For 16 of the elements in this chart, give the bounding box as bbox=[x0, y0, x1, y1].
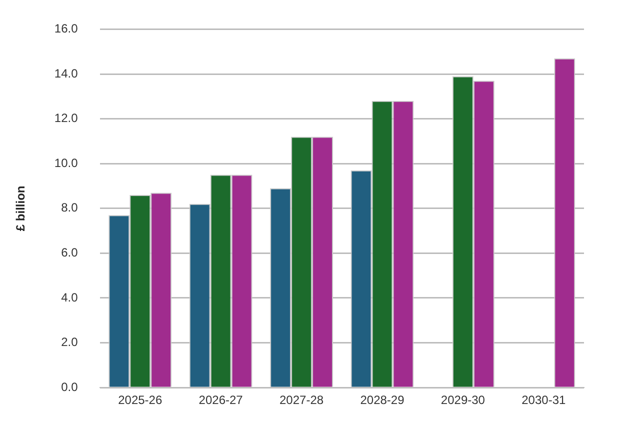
y-tick-label: 14.0 bbox=[54, 66, 78, 80]
x-tick-label: 2028-29 bbox=[360, 393, 405, 408]
y-tick-label: 12.0 bbox=[54, 111, 78, 126]
x-tick-label: 2025-26 bbox=[118, 393, 162, 408]
y-tick-label: 8.0 bbox=[61, 200, 78, 215]
x-tick-label: 2026-27 bbox=[198, 393, 244, 408]
x-tick-label: 2027-28 bbox=[280, 393, 324, 408]
y-tick-label: 6.0 bbox=[61, 246, 78, 260]
y-tick-label: 4.0 bbox=[61, 290, 78, 304]
y-tick-label: 16.0 bbox=[54, 22, 78, 36]
y-axis-title: £ billion bbox=[14, 186, 28, 232]
y-tick-label: 0.0 bbox=[61, 380, 78, 394]
x-tick-label: 2030-31 bbox=[522, 393, 566, 408]
x-tick-label: 2029-30 bbox=[440, 393, 486, 408]
y-tick-label: 2.0 bbox=[61, 335, 78, 350]
y-tick-label: 10.0 bbox=[54, 156, 78, 170]
